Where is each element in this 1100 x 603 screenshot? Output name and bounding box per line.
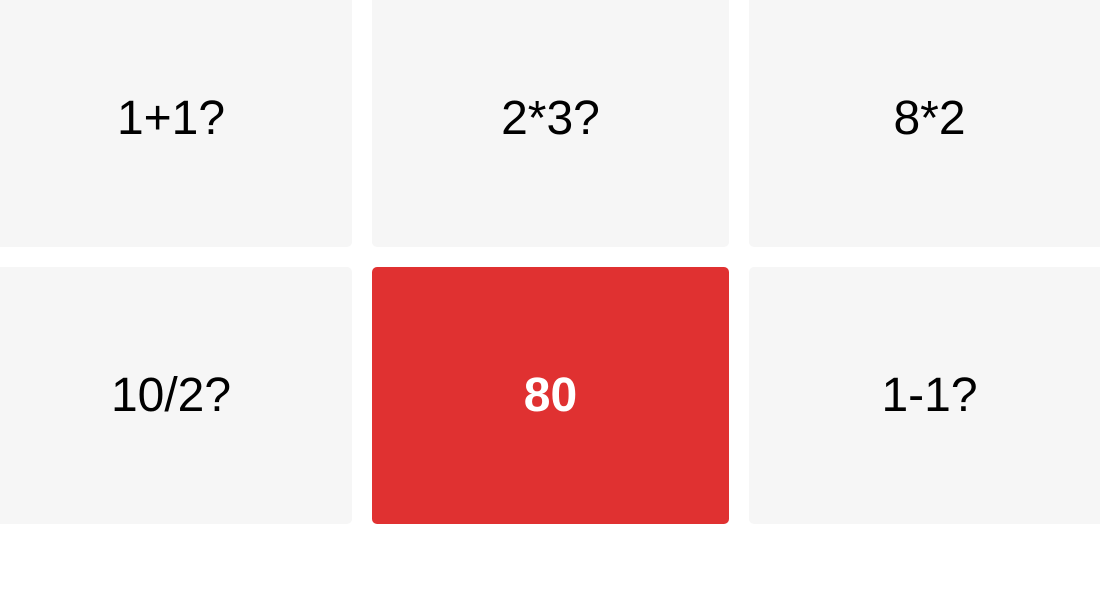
card-label: 2*3?	[501, 92, 600, 145]
card-label: 1+1?	[116, 92, 226, 145]
card-label: 10/2?	[110, 369, 232, 422]
card-label: 8*2	[893, 92, 966, 145]
card-2[interactable]: 2*3?	[372, 0, 729, 247]
card-1[interactable]: 1+1?	[0, 0, 352, 247]
card-6[interactable]: 1-1?	[749, 267, 1100, 524]
card-5-selected[interactable]: 80	[372, 267, 729, 524]
card-3[interactable]: 8*2	[749, 0, 1100, 247]
card-4[interactable]: 10/2?	[0, 267, 352, 524]
card-label: 1-1?	[881, 369, 978, 422]
card-label: 80	[523, 369, 578, 422]
